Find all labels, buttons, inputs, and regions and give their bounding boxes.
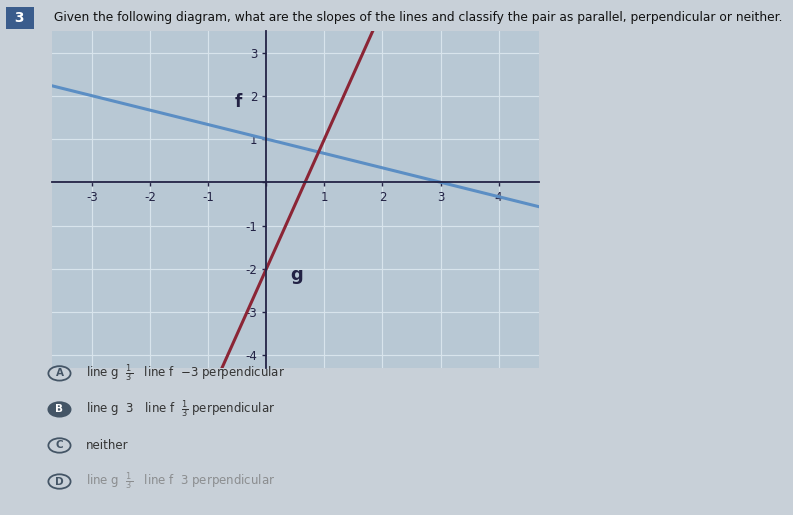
Text: line g  $\mathregular{\frac{1}{3}}$   line f  $-3$ perpendicular: line g $\mathregular{\frac{1}{3}}$ line … [86, 363, 285, 384]
Text: Given the following diagram, what are the slopes of the lines and classify the p: Given the following diagram, what are th… [54, 11, 783, 24]
Text: A: A [56, 368, 63, 379]
Text: f: f [235, 93, 242, 111]
Text: neither: neither [86, 439, 128, 452]
Text: g: g [291, 266, 304, 284]
Text: line g  $3$   line f  $\mathregular{\frac{1}{3}}$ perpendicular: line g $3$ line f $\mathregular{\frac{1}… [86, 399, 275, 420]
Text: 3: 3 [10, 11, 29, 25]
Text: line g  $\mathregular{\frac{1}{3}}$   line f  $3$ perpendicular: line g $\mathregular{\frac{1}{3}}$ line … [86, 471, 275, 492]
Text: D: D [56, 476, 63, 487]
Text: B: B [56, 404, 63, 415]
Text: C: C [56, 440, 63, 451]
